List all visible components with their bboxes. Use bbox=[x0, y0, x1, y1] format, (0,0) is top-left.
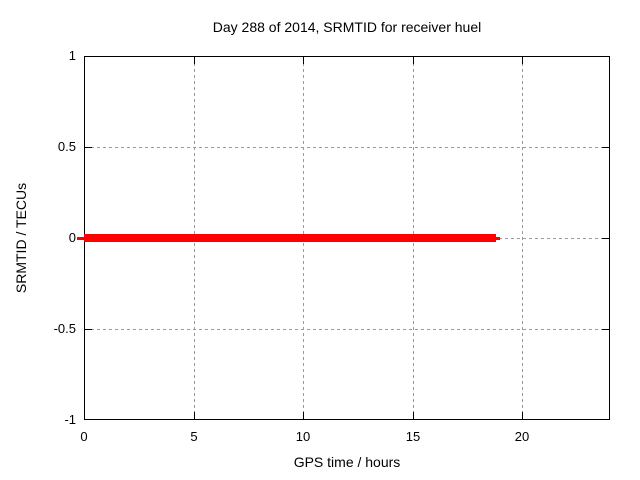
x-tick-label: 5 bbox=[190, 429, 198, 444]
x-tick-top bbox=[522, 57, 523, 64]
y-tick-label: -1 bbox=[64, 412, 76, 427]
x-tick-top bbox=[413, 57, 414, 64]
x-tick-label: 10 bbox=[295, 429, 311, 444]
y-tick-left bbox=[85, 147, 92, 148]
series-line-srmtid bbox=[84, 234, 496, 242]
y-tick-label: 1 bbox=[68, 48, 76, 63]
y-gridline bbox=[85, 147, 609, 148]
y-tick-label: -0.5 bbox=[53, 321, 76, 336]
y-tick-left bbox=[85, 329, 92, 330]
x-tick-label: 20 bbox=[514, 429, 530, 444]
y-gridline bbox=[85, 329, 609, 330]
x-tick-label: 15 bbox=[405, 429, 421, 444]
y-tick-label: 0 bbox=[68, 230, 76, 245]
x-tick-top bbox=[194, 57, 195, 64]
y-tick-right bbox=[602, 147, 609, 148]
x-tick-bottom bbox=[522, 412, 523, 419]
y-tick-right bbox=[602, 238, 609, 239]
y-tick-label: 0.5 bbox=[57, 139, 76, 154]
x-tick-top bbox=[303, 57, 304, 64]
chart-title: Day 288 of 2014, SRMTID for receiver hue… bbox=[212, 19, 482, 35]
x-tick-bottom bbox=[413, 412, 414, 419]
x-axis-label: GPS time / hours bbox=[293, 454, 401, 470]
x-tick-label: 0 bbox=[80, 429, 88, 444]
x-tick-bottom bbox=[303, 412, 304, 419]
y-tick-right bbox=[602, 329, 609, 330]
x-tick-bottom bbox=[194, 412, 195, 419]
